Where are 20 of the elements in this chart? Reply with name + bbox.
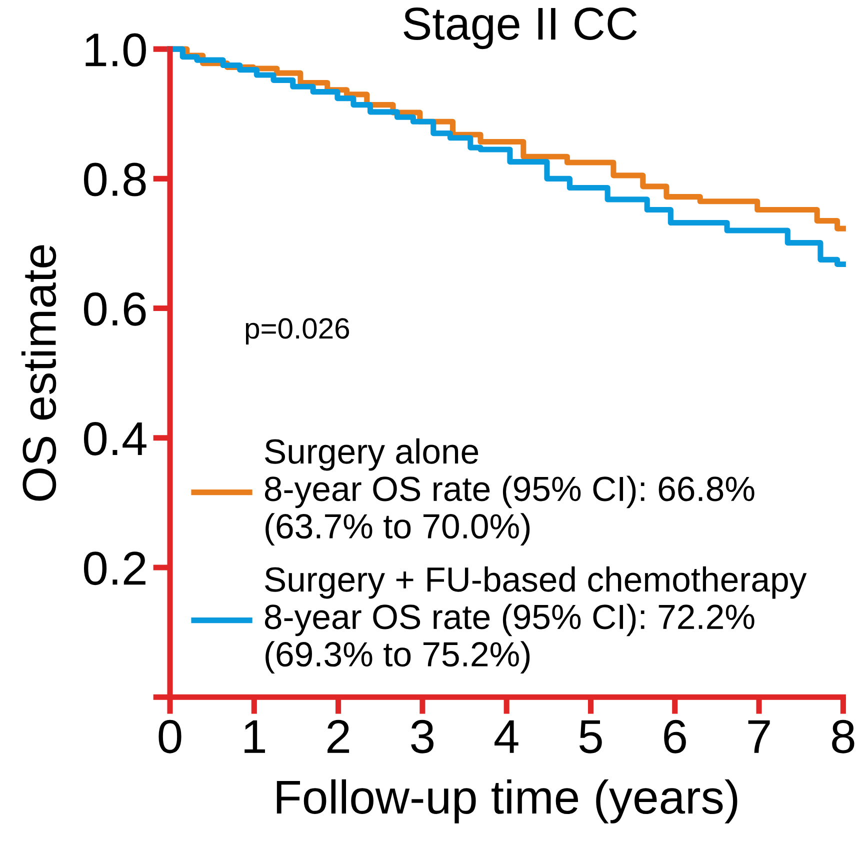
y-tick-label: 0.2	[84, 552, 146, 586]
x-tick-label: 4	[494, 720, 518, 753]
x-tick-label: 0	[158, 720, 182, 754]
chart-title: Stage II CC	[404, 8, 637, 50]
y-tick-label: 0.6	[84, 292, 146, 326]
x-tick-label: 3	[411, 720, 434, 754]
x-tick-label: 8	[832, 720, 854, 754]
legend-label: Surgery + FU-based chemotherapy 8-year OS rate (95% CI): 72.2% (69.3% to 75.2%)	[264, 566, 807, 674]
y-tick-label: 0.8	[84, 162, 146, 196]
x-axis-title: Follow-up time (years)	[276, 779, 738, 824]
y-axis-title: OS estimate	[21, 245, 56, 501]
annotation: p=0.026	[246, 318, 350, 345]
x-tick-label: 1	[244, 720, 265, 753]
y-tick-label: 0.4	[84, 422, 146, 456]
x-tick-label: 5	[579, 720, 602, 754]
x-tick-label: 2	[328, 720, 350, 753]
x-tick-label: 6	[664, 720, 686, 754]
y-tick-label: 1.0	[86, 33, 146, 67]
legend-label: Surgery alone 8-year OS rate (95% CI): 66.8% (63.7% to 70.0%)	[264, 438, 754, 546]
x-tick-label: 7	[748, 720, 770, 753]
